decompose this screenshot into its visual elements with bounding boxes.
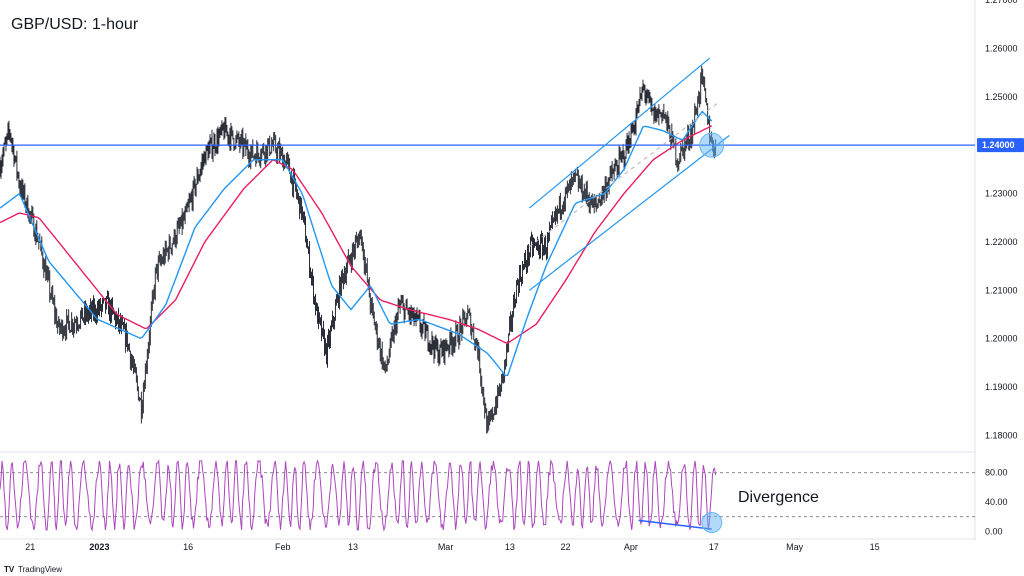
price-tick-label: 1.23000 bbox=[985, 189, 1018, 199]
time-tick-label: 13 bbox=[348, 542, 358, 552]
channel-lower-line bbox=[529, 135, 730, 291]
time-tick-label: 2023 bbox=[89, 542, 109, 552]
time-tick-label: May bbox=[786, 542, 804, 552]
price-tick-label: 1.20000 bbox=[985, 334, 1018, 344]
price-tick-label: 1.18000 bbox=[985, 430, 1018, 440]
divergence-line bbox=[638, 519, 712, 530]
chart-title: GBP/USD: 1-hour bbox=[11, 16, 139, 33]
level-price-label: 1.24000 bbox=[982, 140, 1015, 150]
price-tick-label: 1.21000 bbox=[985, 285, 1018, 295]
time-tick-label: 21 bbox=[25, 542, 35, 552]
time-tick-label: 17 bbox=[709, 542, 719, 552]
svg-text:TradingView: TradingView bbox=[18, 565, 62, 574]
price-tick-label: 1.19000 bbox=[985, 382, 1018, 392]
time-tick-label: 16 bbox=[183, 542, 193, 552]
osc-tick-label: 80.00 bbox=[985, 468, 1008, 478]
time-tick-label: Apr bbox=[624, 542, 638, 552]
svg-text:TV: TV bbox=[4, 565, 15, 574]
price-tick-label: 1.25000 bbox=[985, 92, 1018, 102]
ema-slow-line bbox=[0, 125, 713, 344]
channel-upper-line bbox=[529, 57, 711, 209]
tradingview-logo: TV TradingView bbox=[4, 565, 62, 574]
oscillator-line bbox=[0, 458, 717, 532]
time-tick-label: 22 bbox=[560, 542, 570, 552]
osc-tick-label: 0.00 bbox=[985, 526, 1003, 536]
price-tick-label: 1.22000 bbox=[985, 237, 1018, 247]
price-highlight-circle bbox=[699, 132, 725, 158]
time-tick-label: Feb bbox=[275, 542, 291, 552]
price-tick-label: 1.26000 bbox=[985, 43, 1018, 53]
time-tick-label: 13 bbox=[505, 542, 515, 552]
channel-mid-line bbox=[529, 101, 720, 248]
time-tick-label: 15 bbox=[870, 542, 880, 552]
divergence-annotation: Divergence bbox=[738, 489, 819, 506]
level-price-tag bbox=[977, 138, 1024, 153]
price-tick-label: 1.27000 bbox=[985, 0, 1018, 5]
time-tick-label: Mar bbox=[438, 542, 454, 552]
ema-fast-line bbox=[0, 110, 713, 377]
osc-tick-label: 40.00 bbox=[985, 497, 1008, 507]
oscillator-highlight-circle bbox=[701, 512, 723, 534]
